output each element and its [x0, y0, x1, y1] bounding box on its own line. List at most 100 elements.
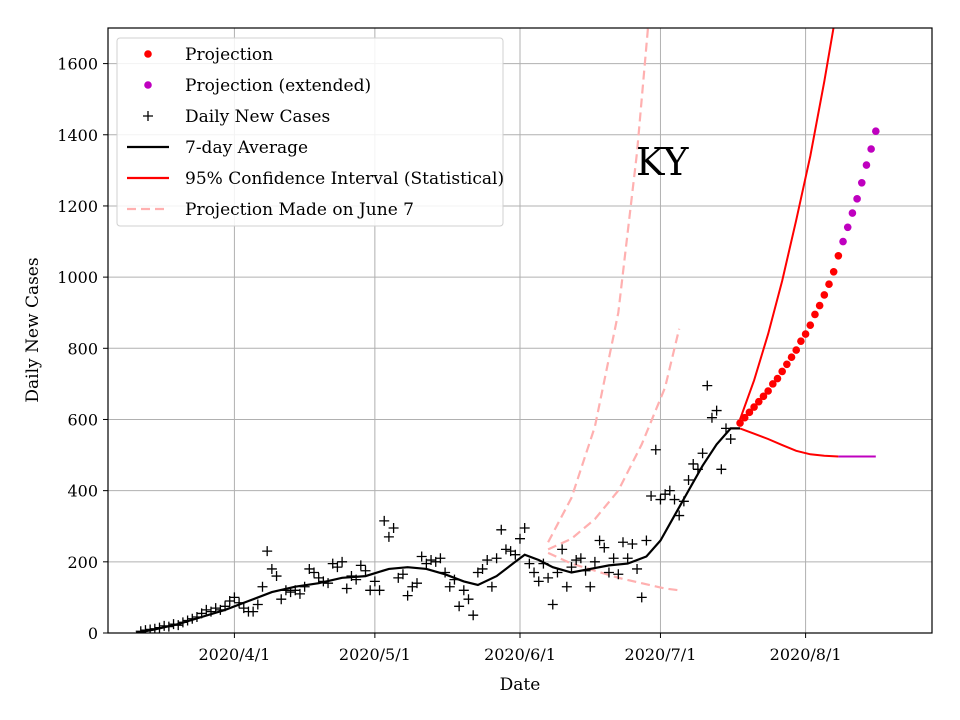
axis-ticks: 2020/4/1 2020/5/1 2020/6/1 2020/7/1 2020/8/1… [57, 55, 841, 664]
daily-cases-marker [641, 535, 652, 546]
daily-cases-marker [285, 587, 296, 598]
daily-cases-marker [365, 585, 376, 596]
daily-cases-marker [266, 563, 277, 574]
daily-cases-marker [561, 581, 572, 592]
daily-cases-marker [412, 578, 422, 589]
daily-cases-marker [426, 555, 437, 566]
daily-cases-marker [500, 544, 511, 555]
daily-cases-marker [182, 615, 193, 626]
daily-cases-marker [135, 626, 146, 633]
daily-cases-marker [706, 412, 717, 423]
daily-cases-marker [201, 604, 212, 615]
daily-cases-marker [229, 592, 240, 603]
daily-cases-marker [725, 434, 736, 445]
legend-label: Projection [185, 45, 273, 65]
projection-extended-point [839, 237, 847, 246]
daily-cases-marker [458, 585, 469, 596]
daily-cases-marker [515, 533, 525, 544]
daily-cases-marker [374, 585, 385, 596]
daily-cases-marker [543, 572, 554, 583]
daily-cases-marker [341, 583, 352, 594]
daily-cases-marker [646, 490, 657, 501]
daily-cases-marker [351, 574, 362, 585]
y-tick-label: 200 [67, 553, 98, 572]
daily-cases-marker [463, 594, 474, 605]
daily-cases-marker [721, 423, 731, 434]
projection-point [801, 330, 810, 338]
daily-cases-marker [187, 613, 198, 624]
projection-point [736, 419, 744, 427]
daily-cases-marker [585, 581, 596, 592]
x-tick-label: 2020/4/1 [198, 645, 270, 664]
projection-point [750, 403, 758, 411]
daily-cases-marker [538, 558, 549, 569]
daily-cases-marker [360, 565, 371, 576]
projection-point [754, 397, 763, 406]
daily-cases-marker [557, 544, 568, 555]
daily-cases-marker [683, 474, 694, 485]
projection-point [811, 310, 819, 319]
daily-cases-marker [280, 585, 291, 596]
y-tick-label: 800 [67, 339, 98, 358]
daily-cases-marker [603, 567, 614, 578]
daily-cases-marker [632, 563, 643, 574]
daily-cases-marker [669, 494, 680, 505]
daily-cases-marker [168, 619, 179, 630]
daily-cases-marker [397, 569, 408, 580]
projection-point [797, 337, 805, 345]
daily-cases-marker [688, 458, 699, 469]
projection-point [759, 392, 768, 401]
legend-swatch-plus [143, 111, 153, 121]
daily-cases-marker [599, 542, 610, 553]
daily-cases-marker [454, 601, 465, 612]
legend-label: Projection Made on June 7 [185, 200, 414, 220]
legend-label: Projection (extended) [185, 76, 371, 96]
daily-cases-marker [140, 625, 151, 633]
daily-cases-marker [299, 581, 310, 592]
daily-cases-marker [177, 617, 188, 628]
chart-annotation: KY [636, 140, 689, 184]
projection-point [745, 408, 754, 417]
daily-cases-marker [159, 620, 170, 631]
daily-cases-marker [271, 571, 282, 582]
daily-cases-marker [575, 553, 586, 564]
daily-cases-marker [220, 601, 231, 612]
daily-cases-marker [323, 578, 334, 589]
projection-extended-point [862, 161, 871, 169]
daily-cases-marker [435, 553, 446, 564]
daily-cases-marker [594, 535, 605, 546]
daily-cases-marker [257, 581, 268, 592]
daily-cases-marker [355, 560, 366, 571]
daily-cases-marker [449, 574, 460, 585]
projection-point [783, 360, 791, 369]
plot-data [135, 28, 880, 633]
projection-extended-point [848, 209, 857, 217]
june7-projection-upper-line [547, 28, 650, 543]
y-tick-label: 1000 [57, 268, 98, 287]
daily-cases-marker [566, 562, 577, 573]
projection-extended-point [853, 195, 861, 203]
daily-cases-marker [697, 448, 708, 459]
y-tick-label: 0 [88, 624, 98, 643]
daily-cases-marker [248, 606, 259, 617]
daily-cases-marker [529, 567, 540, 578]
projection-point [825, 280, 833, 289]
daily-cases-marker [234, 597, 245, 608]
daily-cases-marker [580, 565, 591, 576]
daily-cases-marker [440, 567, 451, 578]
y-tick-label: 400 [67, 482, 98, 501]
daily-cases-marker [379, 515, 390, 526]
daily-cases-marker [163, 621, 174, 632]
daily-cases-marker [252, 599, 263, 610]
daily-cases-marker [482, 555, 493, 566]
daily-cases-marker [210, 603, 221, 614]
projection-point [740, 413, 749, 422]
seven-day-average-line [135, 427, 740, 633]
daily-cases-marker [650, 444, 661, 455]
daily-cases-marker [622, 553, 633, 564]
projection-point [834, 251, 843, 260]
daily-cases-marker [510, 549, 521, 560]
june7-projection-mid-line [547, 328, 681, 551]
legend-label: 95% Confidence Interval (Statistical) [185, 169, 504, 189]
